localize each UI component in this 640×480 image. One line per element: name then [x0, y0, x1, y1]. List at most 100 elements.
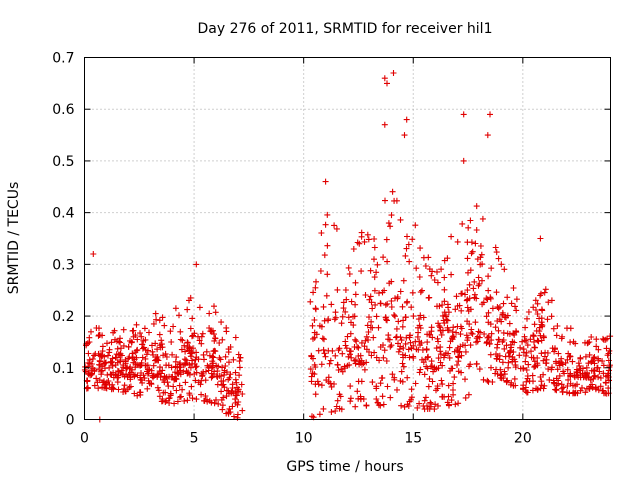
data-point	[172, 305, 179, 312]
data-point	[145, 370, 152, 377]
data-point	[448, 271, 455, 278]
data-point	[416, 400, 423, 407]
data-point	[235, 389, 242, 396]
data-point	[181, 356, 188, 363]
data-point	[187, 350, 194, 357]
data-point	[569, 358, 576, 365]
data-point	[397, 216, 404, 223]
data-point	[481, 331, 488, 337]
data-point	[343, 345, 350, 352]
data-point	[332, 352, 339, 359]
data-point	[327, 357, 334, 364]
data-point	[371, 236, 378, 242]
data-point	[345, 264, 352, 271]
data-point	[206, 352, 213, 359]
data-point	[495, 255, 502, 262]
data-point	[399, 360, 406, 367]
data-point	[425, 383, 432, 390]
data-point	[96, 362, 103, 369]
data-point	[597, 383, 604, 390]
data-point	[474, 256, 481, 263]
data-point	[487, 351, 494, 358]
data-point	[321, 317, 328, 324]
data-point	[487, 321, 494, 328]
data-point	[466, 295, 473, 302]
data-point	[596, 368, 603, 375]
data-point	[152, 310, 159, 317]
data-point	[163, 374, 170, 380]
data-point	[410, 355, 417, 361]
data-point	[436, 322, 443, 329]
data-point	[462, 394, 469, 401]
data-point	[500, 375, 507, 381]
data-point	[324, 211, 331, 218]
data-point	[592, 384, 599, 391]
data-point	[401, 403, 408, 410]
data-point	[324, 271, 331, 278]
data-point	[181, 342, 188, 349]
data-point	[377, 380, 384, 387]
data-point	[237, 354, 244, 361]
data-point	[361, 366, 368, 373]
data-point	[447, 338, 454, 345]
data-point	[501, 266, 508, 273]
data-point	[133, 321, 140, 328]
data-point	[450, 380, 457, 387]
data-point	[163, 362, 170, 369]
data-point	[381, 75, 388, 82]
data-point	[384, 317, 390, 324]
data-point	[150, 372, 157, 379]
data-point	[465, 308, 472, 315]
data-point	[548, 297, 555, 304]
data-point	[435, 338, 442, 345]
data-point	[476, 334, 483, 341]
data-point	[446, 354, 453, 361]
data-point	[421, 397, 428, 404]
data-point	[559, 333, 566, 340]
data-point	[353, 338, 360, 345]
data-point	[457, 323, 464, 330]
data-point	[371, 349, 378, 356]
data-point	[368, 352, 375, 359]
data-point	[358, 339, 365, 346]
data-point	[533, 307, 539, 313]
data-point	[473, 295, 480, 302]
data-point	[476, 366, 483, 373]
data-point	[352, 291, 359, 298]
data-point	[502, 353, 509, 360]
data-point	[350, 322, 357, 329]
data-point	[189, 315, 196, 322]
data-point	[137, 330, 143, 337]
data-point	[128, 369, 134, 376]
data-point	[454, 238, 461, 245]
data-point	[103, 385, 110, 392]
data-point	[310, 289, 317, 296]
data-point	[144, 385, 151, 392]
data-point	[538, 306, 545, 313]
data-point	[530, 332, 537, 339]
data-point	[234, 401, 241, 408]
data-point	[426, 294, 433, 301]
data-point	[324, 242, 331, 249]
data-point	[496, 304, 503, 310]
data-point	[354, 239, 361, 246]
data-point	[162, 399, 169, 405]
data-point	[586, 339, 593, 345]
data-point	[521, 333, 528, 340]
data-point	[606, 363, 613, 370]
data-point	[159, 314, 166, 321]
data-point	[309, 322, 316, 329]
data-point	[413, 265, 420, 272]
data-point	[176, 312, 182, 319]
data-point	[320, 405, 327, 412]
data-point	[176, 394, 183, 401]
data-point	[419, 356, 425, 363]
data-point	[156, 342, 163, 349]
data-point	[575, 360, 582, 367]
data-point	[312, 391, 319, 398]
data-point	[334, 362, 341, 368]
data-point	[462, 291, 468, 298]
data-point	[511, 375, 518, 382]
data-point	[327, 380, 334, 387]
data-point	[454, 362, 460, 368]
